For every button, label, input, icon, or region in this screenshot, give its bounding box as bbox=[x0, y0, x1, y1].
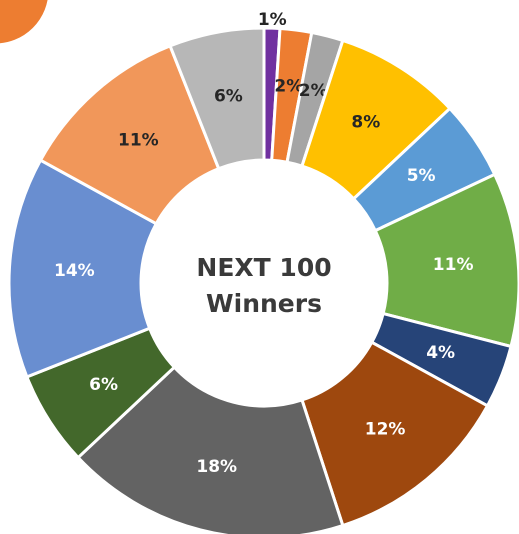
data-label: 12% bbox=[365, 419, 406, 439]
donut-slice bbox=[7, 158, 159, 379]
data-label: 2% bbox=[299, 81, 328, 101]
center-text: Winners bbox=[206, 289, 322, 318]
donut-slice bbox=[75, 365, 345, 534]
data-label: 4% bbox=[426, 343, 455, 363]
corner-decoration bbox=[0, 0, 51, 47]
data-label: 1% bbox=[258, 10, 287, 30]
data-label: 11% bbox=[433, 255, 474, 275]
data-label: 6% bbox=[89, 375, 118, 395]
data-label: 18% bbox=[196, 457, 237, 477]
data-label: 5% bbox=[407, 166, 436, 186]
data-label: 8% bbox=[351, 113, 380, 133]
data-label: 6% bbox=[214, 86, 243, 106]
donut-slice bbox=[168, 26, 266, 171]
data-label: 11% bbox=[118, 130, 159, 150]
data-label: 14% bbox=[54, 261, 95, 281]
data-label: 2% bbox=[274, 77, 303, 97]
center-text: NEXT 100 bbox=[196, 253, 331, 282]
